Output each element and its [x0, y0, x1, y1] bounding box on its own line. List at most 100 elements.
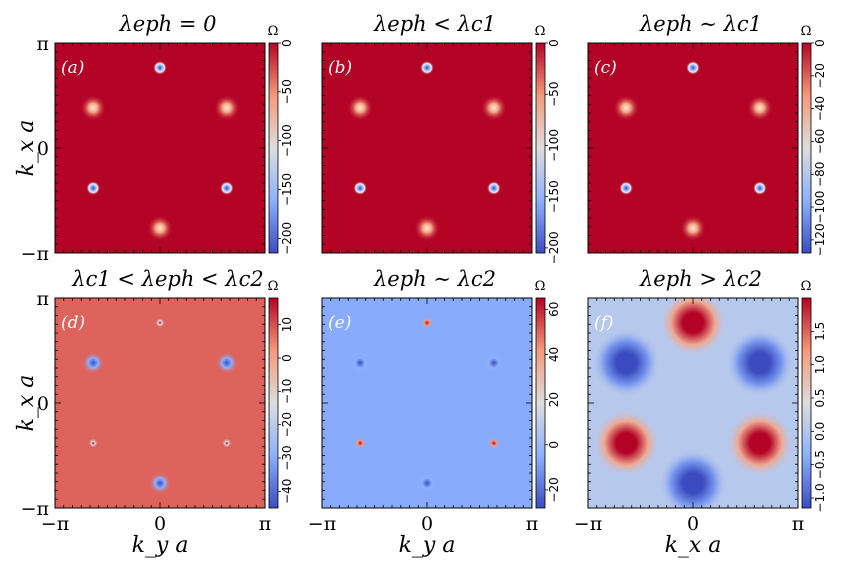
colorbar-tick-label: −0.5 [813, 450, 827, 479]
heatmap-feature [619, 181, 634, 196]
heatmap-feature [659, 298, 727, 357]
panel-label: (b) [328, 58, 352, 78]
y-tick-label: −π [21, 498, 49, 520]
panel-title: λc1 < λeph < λc2 [71, 267, 263, 291]
colorbar-label: Ω [801, 279, 812, 294]
colorbar-tick-label: 0.0 [813, 422, 827, 441]
colorbar-tick-label: −60 [813, 129, 827, 154]
colorbar-tick-label: −20 [280, 412, 294, 437]
x-tick-label: 0 [421, 513, 433, 535]
heatmap-feature [353, 181, 368, 196]
panel-d: λc1 < λeph < λc2 (d) −π 0 π k_x a −π 0 π k_y a Ω 10… [14, 267, 294, 558]
colorbar-tick-label: −30 [280, 445, 294, 470]
heatmap-feature [686, 60, 700, 75]
colorbar-tick-label: 0 [547, 441, 561, 449]
heatmap-feature [153, 60, 167, 75]
panel-title: λeph < λc1 [373, 12, 496, 36]
heatmap-feature [592, 328, 661, 397]
y-tick-label: 0 [37, 393, 49, 415]
x-tick-label: −π [308, 513, 336, 535]
heatmap-feature [88, 438, 99, 449]
x-tick-label: π [792, 513, 805, 535]
y-tick-label: π [37, 288, 50, 310]
colorbar-tick-label: 60 [547, 302, 561, 317]
heatmap-feature [213, 94, 240, 121]
panel-title: λeph > λc2 [639, 267, 762, 291]
colorbar-tick-label: 1.0 [813, 355, 827, 374]
x-tick-label: −π [41, 513, 69, 535]
colorbar-tick-label: −100 [813, 191, 827, 224]
colorbar [268, 297, 279, 509]
y-axis-label: k_x a [14, 120, 39, 177]
heatmap-feature [80, 94, 107, 121]
colorbar-label: Ω [535, 24, 546, 39]
heatmap-feature [752, 181, 767, 196]
panel-label: (f) [594, 313, 614, 333]
x-axis-label: k_x a [665, 533, 722, 558]
x-tick-label: 0 [687, 513, 699, 535]
x-axis-label: k_y a [399, 533, 456, 558]
heatmap-feature [155, 317, 165, 328]
colorbar-tick-label: 1.5 [813, 322, 827, 341]
heatmap-feature [414, 215, 440, 242]
colorbar [535, 42, 546, 254]
colorbar [801, 297, 812, 509]
colorbar-tick-label: −150 [280, 173, 294, 206]
heatmap-feature [86, 181, 101, 196]
colorbar-tick-label: −40 [280, 479, 294, 504]
colorbar-label: Ω [801, 24, 812, 39]
y-axis-label: k_x a [14, 375, 39, 432]
colorbar [801, 42, 812, 254]
colorbar [535, 297, 546, 509]
panel-label: (d) [61, 313, 85, 333]
colorbar-tick-label: 10 [280, 317, 294, 332]
heatmap-feature [215, 351, 238, 374]
colorbar [268, 42, 279, 254]
heatmap-feature [421, 316, 433, 329]
colorbar-label: Ω [268, 24, 279, 39]
panel-label: (e) [328, 313, 351, 333]
panel-title: λeph ∼ λc1 [639, 12, 762, 36]
colorbar-tick-label: 40 [547, 347, 561, 362]
colorbar-tick-label: −200 [547, 231, 561, 264]
heatmap-feature [354, 437, 367, 450]
colorbar-tick-label: −20 [813, 63, 827, 88]
colorbar-tick-label: 0.5 [813, 388, 827, 407]
heatmap-feature [221, 438, 232, 449]
heatmap-feature [487, 437, 500, 450]
colorbar-tick-label: −80 [813, 162, 827, 187]
panel-e: λeph ∼ λc2 (e) −π 0 π k_y a Ω60 40 20 0 −20 [308, 267, 561, 558]
colorbar-tick-label: −40 [813, 96, 827, 121]
heatmap-feature [347, 94, 374, 121]
heatmap-feature [82, 351, 105, 374]
colorbar-tick-label: 0 [280, 354, 294, 362]
panel-title: λeph = 0 [118, 12, 216, 36]
heatmap-feature [482, 351, 505, 374]
x-tick-label: 0 [154, 513, 166, 535]
colorbar-tick-label: 20 [547, 392, 561, 407]
colorbar-tick-label: 0 [280, 39, 294, 47]
x-tick-label: −π [574, 513, 602, 535]
heatmap-feature [680, 215, 706, 242]
colorbar-tick-label: 0 [547, 39, 561, 47]
heatmap-feature [486, 181, 501, 196]
heatmap-feature [725, 409, 794, 478]
colorbar-label: Ω [268, 279, 279, 294]
panel-label: (c) [594, 58, 617, 78]
heatmap-feature [725, 328, 794, 397]
colorbar-tick-label: −20 [547, 477, 561, 502]
heatmap-feature [147, 215, 173, 242]
panel-b: λeph < λc1 (b) Ω0 −50 −100 −150 −200 [321, 12, 561, 264]
x-axis-label: k_y a [132, 533, 189, 558]
colorbar-tick-label: −200 [280, 222, 294, 255]
colorbar-tick-label: −1.0 [813, 483, 827, 512]
heatmap-feature [149, 472, 171, 495]
panel-c: λeph ∼ λc1 (c) Ω0 −20 −40 −60 −80 −100−120 [587, 12, 827, 256]
heatmap-feature [592, 409, 661, 478]
panel-f: λeph > λc2 (f) −π 0 π k_x a Ω 1.5 1.0 0.5 0.0 −0.5 −… [574, 267, 827, 558]
heatmap-feature [659, 449, 727, 508]
x-tick-label: π [526, 513, 539, 535]
colorbar-label: Ω [535, 279, 546, 294]
heatmap-feature [416, 472, 438, 495]
